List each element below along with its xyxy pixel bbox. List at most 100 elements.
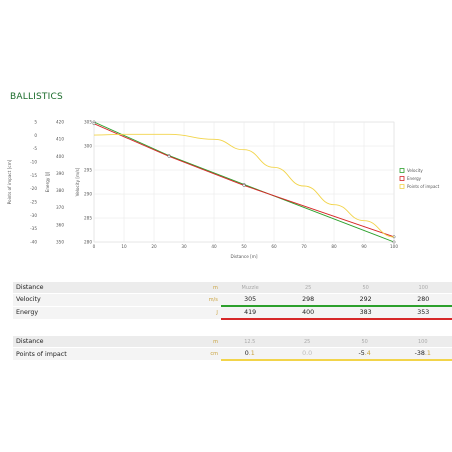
table-header-row: Distance m Muzzle 25 50 100 xyxy=(13,281,452,294)
table-row-velocity: Velocity m/s 305 298 292 280 xyxy=(13,293,452,307)
table-row-points-of-impact: Points of impact cm 0.1 0.0 -5.4 -38.1 xyxy=(13,347,452,361)
row-label: Points of impact xyxy=(13,347,191,360)
velocity-value: 298 xyxy=(279,293,337,307)
ballistics-table: Distance m Muzzle 25 50 100 Velocity m/s… xyxy=(13,281,452,320)
poi-value: 0.1 xyxy=(221,347,279,361)
header-value: 50 xyxy=(336,281,395,294)
energy-tick-label: 420 xyxy=(56,120,64,125)
poi-tick-label: -10 xyxy=(30,160,37,165)
poi-main: -5 xyxy=(358,350,365,357)
x-tick-label: 30 xyxy=(181,244,187,249)
legend: Velocity Energy Points of impact xyxy=(399,168,440,189)
data-point xyxy=(392,240,396,244)
x-axis-label: Distance [m] xyxy=(231,254,258,259)
header-label: Distance xyxy=(13,281,191,294)
axis-ticks: 0 10 20 30 40 50 60 70 80 90 100305300295290285280… xyxy=(30,120,398,250)
row-unit: J xyxy=(190,305,221,319)
y-axis-label-poi: Points of impact [cm] xyxy=(7,159,12,204)
header-value: 25 xyxy=(278,335,336,348)
ballistics-chart: 0 10 20 30 40 50 60 70 80 90 100305300295290285280… xyxy=(7,120,440,260)
poi-tick-label: -15 xyxy=(30,173,37,178)
poi-tick-label: -40 xyxy=(30,240,37,245)
table-header-row: Distance m 12.5 25 50 100 xyxy=(13,335,452,348)
header-label: Distance xyxy=(13,335,191,348)
velocity-tick-label: 285 xyxy=(84,216,92,221)
legend-swatch xyxy=(399,168,405,173)
poi-tick-label: 5 xyxy=(34,120,37,125)
energy-value: 419 xyxy=(220,305,280,320)
x-tick-label: 60 xyxy=(271,244,277,249)
series-lines xyxy=(92,120,396,244)
poi-tick-label: 0 xyxy=(34,133,37,138)
row-unit: m/s xyxy=(190,293,221,306)
x-tick-label: 40 xyxy=(211,244,217,249)
plot-grid xyxy=(93,121,395,243)
energy-tick-label: 410 xyxy=(56,137,64,142)
legend-swatch xyxy=(399,184,405,189)
velocity-value: 280 xyxy=(394,293,452,307)
energy-tick-label: 390 xyxy=(56,171,64,176)
energy-value: 353 xyxy=(394,305,452,320)
poi-main: 0 xyxy=(244,350,249,357)
poi-tick-label: -30 xyxy=(30,213,37,218)
legend-label: Velocity xyxy=(407,168,423,173)
x-tick-label: 80 xyxy=(331,244,337,249)
velocity-tick-label: 305 xyxy=(84,120,92,125)
energy-tick-label: 350 xyxy=(56,240,64,245)
velocity-value: 305 xyxy=(220,293,280,307)
x-tick-label: 10 xyxy=(121,244,127,249)
x-tick-label: 50 xyxy=(241,244,247,249)
energy-tick-label: 400 xyxy=(56,154,64,159)
series-line-points-of-impact xyxy=(93,133,395,238)
x-tick-label: 90 xyxy=(361,244,367,249)
poi-value: -5.4 xyxy=(335,347,394,361)
legend-swatch xyxy=(399,176,405,181)
poi-fraction: 0.0 xyxy=(302,350,313,357)
row-label: Energy xyxy=(13,305,191,319)
data-point xyxy=(92,122,96,126)
energy-tick-label: 370 xyxy=(56,205,64,210)
poi-tick-label: -20 xyxy=(30,186,37,191)
x-tick-label: 0 xyxy=(93,244,96,249)
energy-tick-label: 360 xyxy=(56,222,64,227)
velocity-tick-label: 290 xyxy=(84,192,92,197)
y-axis-label-velocity: Velocity [m/s] xyxy=(75,167,80,196)
y-axis-label-energy: Energy [J] xyxy=(45,171,50,192)
header-value: 12.5 xyxy=(221,335,279,348)
row-unit: cm xyxy=(190,347,222,360)
poi-main: -38 xyxy=(414,350,425,357)
poi-value: -38.1 xyxy=(393,347,452,361)
poi-tick-label: -5 xyxy=(33,146,38,151)
energy-value: 400 xyxy=(279,305,337,320)
legend-label: Energy xyxy=(407,176,422,181)
poi-fraction: .4 xyxy=(364,350,371,357)
legend-label: Points of impact xyxy=(407,184,440,189)
header-value: 100 xyxy=(394,281,452,294)
velocity-value: 292 xyxy=(336,293,395,307)
data-point xyxy=(242,183,246,187)
header-value: 50 xyxy=(335,335,394,348)
poi-value: 0.0 xyxy=(278,347,336,361)
poi-fraction: .1 xyxy=(248,350,255,357)
series-line-velocity xyxy=(93,121,395,243)
series-line-energy xyxy=(93,123,395,238)
points-of-impact-table: Distance m 12.5 25 50 100 Points of impa… xyxy=(13,335,452,361)
row-label: Velocity xyxy=(13,293,191,306)
header-value: Muzzle xyxy=(220,281,280,294)
page-title: BALLISTICS xyxy=(10,92,63,102)
x-tick-label: 70 xyxy=(301,244,307,249)
header-unit: m xyxy=(190,281,221,294)
header-value: 100 xyxy=(393,335,452,348)
header-value: 25 xyxy=(279,281,337,294)
header-unit: m xyxy=(190,335,222,348)
x-tick-label: 20 xyxy=(151,244,157,249)
velocity-tick-label: 300 xyxy=(84,144,92,149)
poi-fraction: .1 xyxy=(424,350,431,357)
poi-tick-label: -25 xyxy=(30,200,37,205)
velocity-tick-label: 280 xyxy=(84,240,92,245)
table-row-energy: Energy J 419 400 383 353 xyxy=(13,305,452,320)
energy-value: 383 xyxy=(336,305,395,320)
data-point xyxy=(167,154,171,158)
poi-tick-label: -35 xyxy=(30,226,37,231)
x-tick-label: 100 xyxy=(390,244,398,249)
